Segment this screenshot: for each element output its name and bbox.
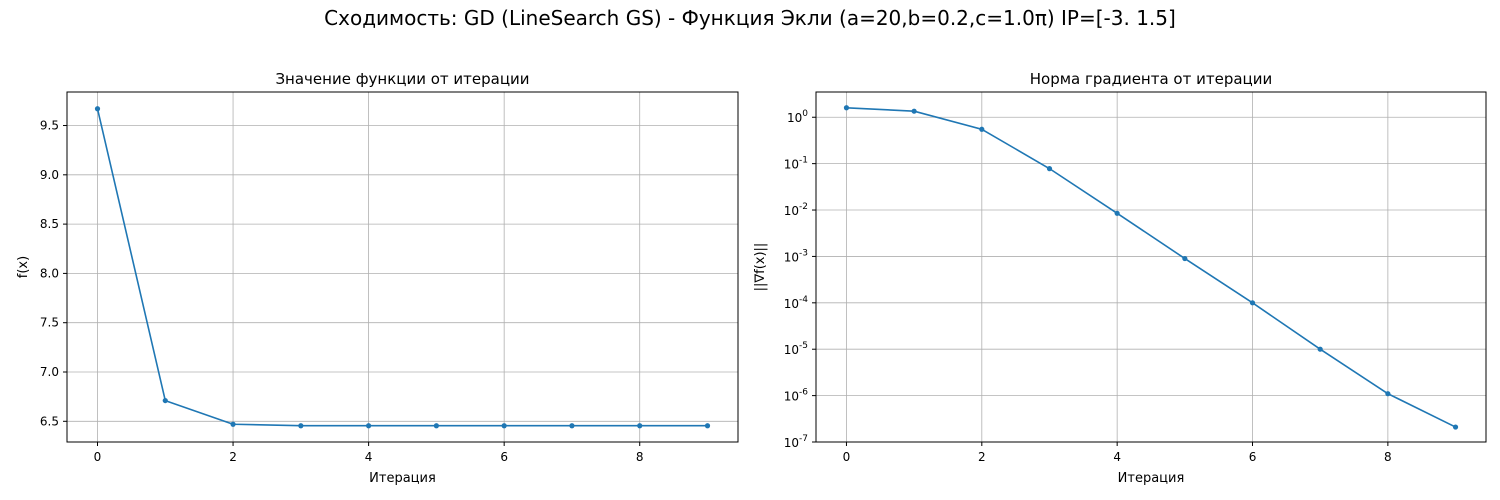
data-point	[1114, 210, 1120, 216]
x-axis-label: Итерация	[1118, 471, 1185, 486]
data-point	[94, 106, 101, 112]
chart-gradient-norm: 0 2 4 6 8 10-7 10-6 10-5 10-4 10-3 10-2 10-1 100 Норм…	[753, 70, 1487, 486]
data-point	[1046, 166, 1053, 172]
data-point	[979, 126, 985, 132]
x-tick-label: 0	[94, 450, 102, 464]
y-tick-label: 10-5	[784, 341, 808, 357]
y-tick-label: 10-3	[784, 248, 808, 264]
x-tick-label: 8	[1384, 450, 1392, 464]
x-tick-label: 6	[1249, 450, 1257, 464]
y-tick-label: 10-7	[784, 434, 808, 450]
x-axis-label: Итерация	[369, 471, 436, 486]
y-tick-label: 7.5	[40, 316, 59, 330]
y-tick-label: 9.0	[40, 168, 59, 182]
chart-title: Значение функции от итерации	[275, 70, 529, 88]
y-tick-label: 10-2	[784, 202, 808, 218]
data-point	[298, 423, 304, 429]
x-tick-label: 8	[636, 450, 644, 464]
y-tick-label: 10-4	[784, 295, 809, 311]
y-tick-label: 8.0	[40, 266, 59, 280]
axes-frame	[66, 91, 739, 443]
data-point	[1385, 391, 1391, 397]
data-point	[162, 397, 168, 404]
y-tick-label: 6.5	[40, 414, 59, 428]
series-line	[846, 106, 1456, 428]
x-tick-label: 2	[978, 450, 986, 464]
x-tick-label: 6	[500, 450, 508, 464]
y-tick-label: 7.0	[40, 365, 59, 379]
x-tick-label: 0	[843, 450, 851, 464]
y-axis-label: f(x)	[16, 256, 31, 278]
data-point	[843, 105, 850, 111]
data-point	[1317, 346, 1323, 352]
y-tick-label: 8.5	[40, 217, 59, 231]
axes-frame	[815, 91, 1487, 443]
data-point	[637, 423, 643, 429]
x-tick-label: 4	[1113, 450, 1121, 464]
data-point	[1452, 424, 1459, 430]
data-point	[366, 423, 372, 429]
figure-title: Сходимость: GD (LineSearch GS) - Функция…	[324, 6, 1176, 30]
y-axis-label: ||∇f(x)||	[753, 243, 768, 292]
series-line	[96, 108, 708, 427]
data-point	[230, 421, 236, 427]
data-point	[704, 423, 711, 429]
x-tick-label: 2	[229, 450, 237, 464]
data-point	[911, 108, 917, 114]
y-tick-label: 10-6	[784, 388, 809, 404]
data-point	[1249, 300, 1256, 306]
y-tick-label: 9.5	[40, 119, 59, 133]
data-point	[433, 423, 439, 429]
data-point	[501, 423, 507, 429]
chart-title: Норма градиента от итерации	[1030, 70, 1273, 88]
y-tick-label: 10-1	[784, 156, 808, 172]
x-tick-label: 4	[365, 450, 373, 464]
y-tick-label: 100	[787, 109, 808, 125]
chart-function-value: 0 2 4 6 8 6.5 7.0 7.5 8.0 8.5 9.0 9.5 Значение функц…	[16, 70, 739, 486]
data-point	[1182, 255, 1188, 262]
data-point	[569, 423, 575, 429]
